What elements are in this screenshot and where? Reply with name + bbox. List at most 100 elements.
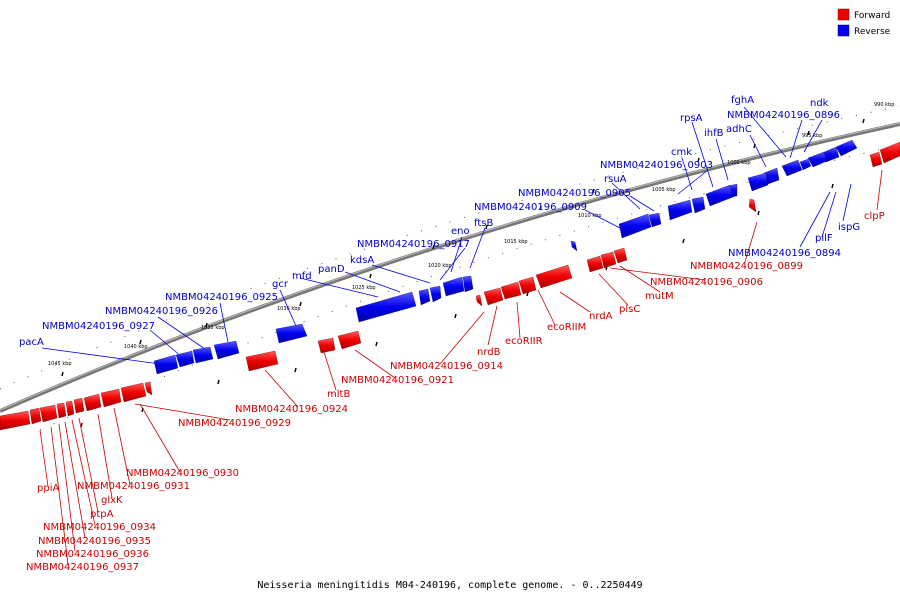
genome-backbone-highlight — [0, 122, 900, 411]
gene-label-forward[interactable]: ecoRIIR — [505, 336, 543, 347]
scale-label: 1035 kbp — [201, 325, 225, 331]
gene-label-forward[interactable]: NMBM04240196_0934 — [43, 522, 156, 533]
gene-arrow-reverse[interactable] — [835, 139, 858, 157]
gene-arrow-reverse[interactable] — [781, 159, 803, 177]
scale-label: 1000 kbp — [727, 160, 751, 166]
gene-arrow-forward[interactable] — [73, 397, 85, 414]
gene-label-forward[interactable]: NMBM04240196_0899 — [690, 261, 803, 272]
gene-arrow-forward[interactable] — [748, 198, 757, 213]
gene-arrow-reverse[interactable] — [355, 291, 417, 323]
gene-label-forward[interactable]: NMBM04240196_0929 — [178, 418, 291, 429]
gene-label-reverse[interactable]: pilF — [815, 233, 833, 244]
gene-label-forward[interactable]: plsC — [619, 304, 640, 315]
legend: Forward Reverse — [837, 8, 891, 37]
gene-label-reverse[interactable]: fghA — [731, 95, 754, 106]
gene-arrow-forward[interactable] — [500, 281, 522, 300]
gene-arrow-reverse[interactable] — [799, 158, 812, 171]
gene-label-forward[interactable]: NMBM04240196_0935 — [38, 536, 151, 547]
gene-label-reverse[interactable]: pacA — [19, 337, 44, 348]
gene-label-forward[interactable]: NMBM04240196_0914 — [390, 361, 503, 372]
gene-label-forward[interactable]: NMBM04240196_0924 — [235, 404, 348, 415]
gene-label-forward[interactable]: ecoRIIM — [547, 322, 586, 333]
gene-arrow-forward[interactable] — [600, 251, 617, 269]
gene-arrow-forward[interactable] — [613, 247, 628, 264]
gene-arrow-forward[interactable] — [0, 410, 31, 431]
gene-arrow-reverse[interactable] — [462, 275, 474, 293]
gene-arrow-reverse[interactable] — [667, 199, 693, 221]
gene-arrow-reverse[interactable] — [213, 340, 240, 360]
gene-label-forward[interactable]: NMBM04240196_0921 — [341, 375, 454, 386]
gene-label-forward[interactable]: NMBM04240196_0930 — [126, 468, 239, 479]
gene-arrow-reverse[interactable] — [648, 212, 662, 228]
gene-arrow-reverse[interactable] — [807, 151, 828, 168]
gene-label-forward[interactable]: NMBM04240196_0936 — [36, 549, 149, 560]
gene-arrow-forward[interactable] — [586, 255, 604, 273]
legend-label-reverse: Reverse — [854, 27, 891, 37]
gene-label-forward[interactable]: ppiA — [37, 483, 59, 494]
gene-arrow-forward[interactable] — [879, 141, 900, 164]
gene-arrow-forward[interactable] — [120, 382, 147, 403]
gene-label-reverse[interactable]: panD — [318, 264, 345, 275]
gene-arrow-forward[interactable] — [65, 400, 75, 417]
gene-arrow-forward[interactable] — [518, 276, 537, 295]
gene-arrow-forward[interactable] — [100, 388, 122, 408]
gene-label-reverse[interactable]: rsuA — [604, 174, 627, 185]
gene-arrow-reverse[interactable] — [153, 354, 179, 375]
gene-label-reverse[interactable]: gcr — [272, 279, 289, 290]
gene-arrow-forward[interactable] — [483, 287, 504, 306]
gene-label-reverse[interactable]: kdsA — [350, 255, 374, 266]
gene-arrow-reverse[interactable] — [175, 350, 195, 368]
gene-arrow-reverse[interactable] — [747, 172, 769, 192]
gene-label-forward[interactable]: glxK — [101, 495, 123, 506]
gene-label-reverse[interactable]: adhC — [726, 124, 752, 135]
gene-label-reverse[interactable]: NMBM04240196_0926 — [105, 306, 218, 317]
gene-label-reverse[interactable]: eno — [451, 226, 470, 237]
gene-label-forward[interactable]: NMBM04240196_0937 — [26, 562, 139, 573]
gene-arrow-forward[interactable] — [535, 264, 573, 289]
gene-arrow-reverse[interactable] — [275, 323, 308, 344]
gene-label-forward[interactable]: nrdA — [589, 311, 613, 322]
gene-arrow-reverse[interactable] — [418, 288, 431, 306]
scale-label: 995 kbp — [802, 133, 822, 139]
gene-label-reverse[interactable]: ispG — [838, 222, 860, 233]
gene-arrow-reverse[interactable] — [570, 240, 578, 252]
gene-label-forward[interactable]: clpP — [864, 211, 885, 222]
gene-label-reverse[interactable]: NMBM04240196_0903 — [600, 160, 713, 171]
gene-arrow-forward[interactable] — [29, 407, 42, 425]
gene-label-reverse[interactable]: rpsA — [680, 113, 703, 124]
gene-arrow-forward[interactable] — [83, 393, 102, 412]
gene-arrow-forward[interactable] — [245, 350, 279, 372]
gene-label-forward[interactable]: mutM — [645, 291, 674, 302]
gene-arrow-reverse[interactable] — [192, 346, 214, 364]
forward-gene-labels: clpP NMBM04240196_0899 NMBM04240196_0906… — [26, 211, 885, 573]
gene-label-reverse[interactable]: cmk — [671, 147, 692, 158]
gene-label-reverse[interactable]: NMBM04240196_0896 — [727, 110, 840, 121]
gene-arrow-reverse[interactable] — [691, 196, 706, 214]
gene-arrow-reverse[interactable] — [429, 285, 442, 303]
gene-label-reverse[interactable]: mfd — [292, 271, 312, 282]
gene-arrow-forward[interactable] — [39, 404, 58, 423]
gene-arrow-forward[interactable] — [475, 294, 483, 307]
gene-label-reverse[interactable]: NMBM04240196_0925 — [165, 292, 278, 303]
gene-label-reverse[interactable]: NMBM04240196_0894 — [728, 248, 841, 259]
gene-label-forward[interactable]: nrdB — [477, 347, 501, 358]
gene-label-reverse[interactable]: NMBM04240196_0927 — [42, 321, 155, 332]
gene-label-forward[interactable]: mltB — [327, 389, 350, 400]
gene-arrow-forward[interactable] — [56, 402, 67, 419]
gene-label-reverse[interactable]: NMBM04240196_0917 — [357, 239, 470, 250]
gene-label-forward[interactable]: NMBM04240196_0931 — [77, 481, 190, 492]
gene-label-reverse[interactable]: ftsB — [474, 218, 493, 229]
gene-label-reverse[interactable]: NMBM04240196_0905 — [518, 188, 631, 199]
gene-label-reverse[interactable]: ihfB — [704, 128, 724, 139]
gene-arrow-forward[interactable] — [337, 330, 362, 350]
gene-arrow-reverse[interactable] — [442, 276, 465, 297]
gene-arrow-forward[interactable] — [317, 337, 336, 354]
gene-label-reverse[interactable]: ndk — [810, 98, 829, 109]
gene-arrow-forward[interactable] — [869, 151, 883, 168]
gene-label-forward[interactable]: NMBM04240196_0906 — [650, 277, 763, 288]
gene-label-reverse[interactable]: NMBM04240196_0909 — [474, 202, 587, 213]
gene-arrow-forward[interactable] — [144, 381, 153, 396]
gene-arrow-reverse[interactable] — [705, 184, 734, 207]
gene-label-forward[interactable]: ptpA — [90, 509, 114, 520]
gene-arrow-reverse[interactable] — [618, 213, 652, 239]
